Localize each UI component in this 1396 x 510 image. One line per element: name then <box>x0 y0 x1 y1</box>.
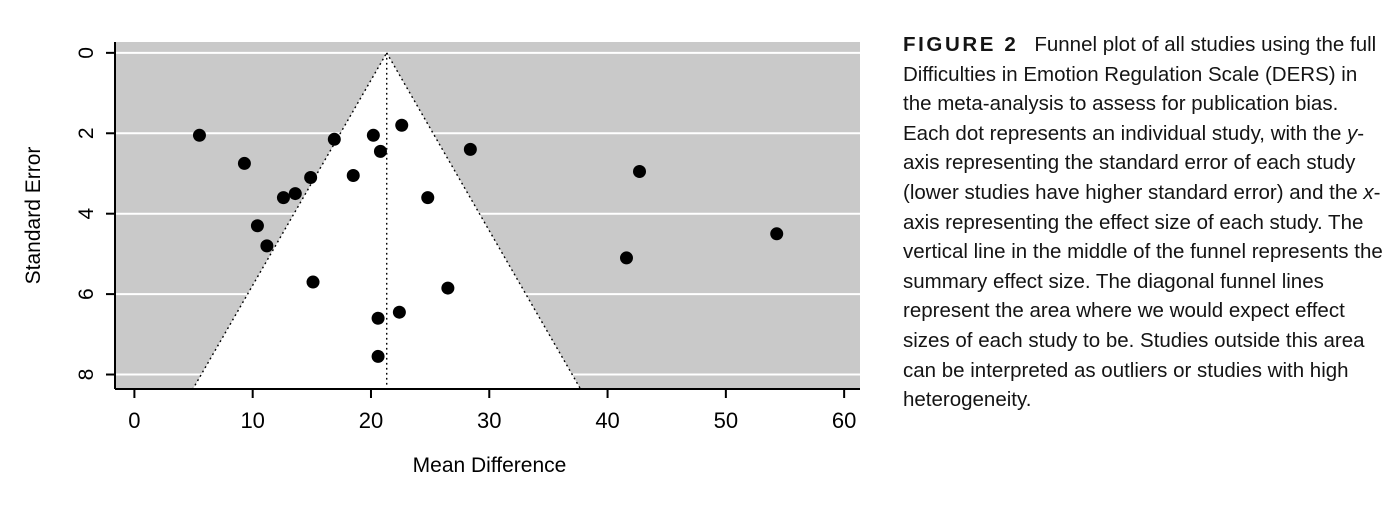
x-tick-label: 40 <box>595 408 619 433</box>
x-tick-label: 60 <box>832 408 856 433</box>
data-point <box>633 164 647 178</box>
caption-segment: Funnel plot of all studies using the ful… <box>903 33 1377 145</box>
caption-segment: -axis representing the standard error of… <box>903 121 1365 204</box>
figure-caption-label: FIGURE 2 <box>903 33 1019 56</box>
data-point <box>260 239 274 253</box>
y-tick-label: 4 <box>75 208 98 220</box>
data-point <box>371 311 385 325</box>
data-point <box>276 191 290 205</box>
x-axis-title: Mean Difference <box>413 454 567 477</box>
data-point <box>304 171 318 185</box>
funnel-region <box>191 51 582 390</box>
y-axis-title: Standard Error <box>22 147 45 285</box>
data-point <box>373 144 387 158</box>
funnel-plot-area: 0 10 20 30 40 50 60 0 2 4 6 8 Mean Difference Standar… <box>22 42 860 477</box>
x-tick-label: 10 <box>240 408 264 433</box>
data-point <box>395 118 409 132</box>
x-tick-label: 30 <box>477 408 501 433</box>
caption-segment: x <box>1363 180 1374 204</box>
caption-segment: y <box>1347 121 1358 145</box>
data-point <box>421 191 435 205</box>
data-point <box>346 168 360 182</box>
x-tick-label: 20 <box>359 408 383 433</box>
figure-caption: FIGURE 2 Funnel plot of all studies using… <box>903 30 1390 415</box>
y-tick-label: 8 <box>75 369 98 381</box>
x-tick-label: 50 <box>714 408 738 433</box>
data-point <box>366 128 380 142</box>
data-point <box>770 227 784 241</box>
figure-caption-text: Funnel plot of all studies using the ful… <box>903 33 1383 411</box>
caption-segment: -axis representing the effect size of ea… <box>903 180 1383 412</box>
data-point <box>306 275 320 289</box>
data-point <box>392 305 406 319</box>
y-tick-label: 0 <box>75 47 98 59</box>
y-tick-label: 6 <box>75 288 98 300</box>
funnel-plot: 0 10 20 30 40 50 60 0 2 4 6 8 Mean Difference Standar… <box>22 42 860 477</box>
data-point <box>463 142 477 156</box>
data-point <box>371 349 385 363</box>
data-point <box>441 281 455 295</box>
data-point <box>250 219 264 233</box>
data-point <box>619 251 633 265</box>
data-point <box>327 132 341 146</box>
data-point <box>237 156 251 170</box>
y-tick-label: 2 <box>75 127 98 139</box>
x-tick-label: 0 <box>128 408 140 433</box>
data-point <box>288 187 302 201</box>
data-point <box>192 128 206 142</box>
